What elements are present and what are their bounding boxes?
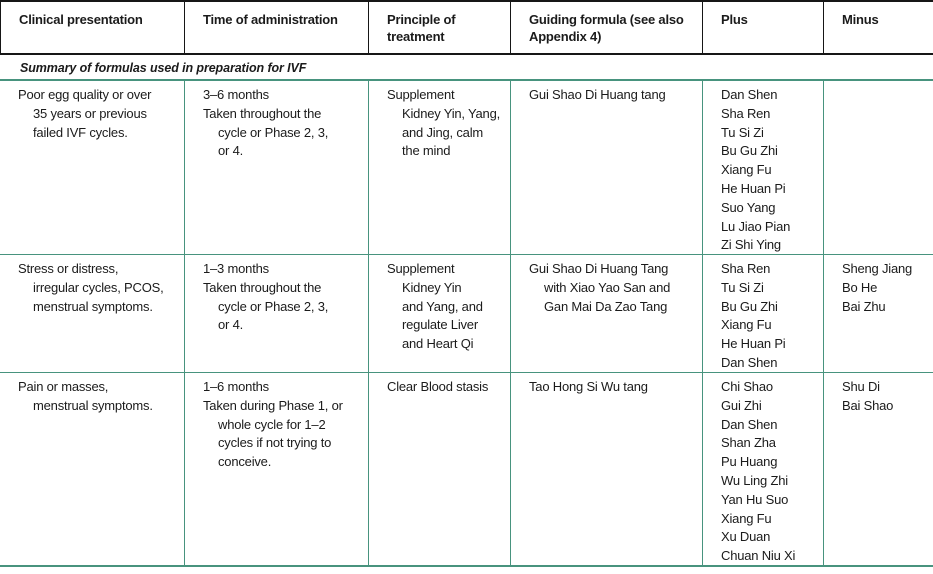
cell-guiding-formula: Gui Shao Di Huang tang xyxy=(510,81,702,254)
cell-clinical-presentation: Pain or masses, menstrual symptoms. xyxy=(18,379,153,413)
table-row: Pain or masses, menstrual symptoms. 1–6 m… xyxy=(0,373,933,567)
header-time-of-administration: Time of administration xyxy=(184,2,368,53)
cell-guiding-formula: Gui Shao Di Huang Tang with Xiao Yao San … xyxy=(510,255,702,372)
cell-plus-herbs: Dan Shen Sha Ren Tu Si Zi Bu Gu Zhi Xiang Fu… xyxy=(702,81,823,254)
cell-time-of-administration: 3–6 months Taken throughout the cycle or P… xyxy=(184,81,368,254)
cell-principle-of-treatment: Supplement Kidney Yin, Yang, and Jing, cal… xyxy=(368,81,510,254)
table-row: Stress or distress, irregular cycles, PCO… xyxy=(0,255,933,373)
header-guiding-formula: Guiding formula (see also Appendix 4) xyxy=(510,2,702,53)
cell-guiding-formula: Tao Hong Si Wu tang xyxy=(510,373,702,565)
cell-minus-herbs xyxy=(823,81,933,254)
cell-time-of-administration: 1–3 months Taken throughout the cycle or P… xyxy=(184,255,368,372)
header-principle-of-treatment: Principle of treatment xyxy=(368,2,510,53)
header-clinical-presentation: Clinical presentation xyxy=(0,2,184,53)
header-plus: Plus xyxy=(702,2,823,53)
cell-clinical-presentation: Poor egg quality or over 35 years or prev… xyxy=(18,87,152,140)
cell-principle-of-treatment: Clear Blood stasis xyxy=(368,373,510,565)
cell-plus-herbs: Sha Ren Tu Si Zi Bu Gu Zhi Xiang Fu He Huan … xyxy=(702,255,823,372)
cell-minus-herbs: Shu Di Bai Shao xyxy=(823,373,933,565)
cell-time-of-administration: 1–6 months Taken during Phase 1, or whole … xyxy=(184,373,368,565)
cell-clinical-presentation: Stress or distress, irregular cycles, PCO… xyxy=(18,261,164,314)
table-header-row: Clinical presentation Time of administra… xyxy=(0,0,933,55)
header-minus: Minus xyxy=(823,2,933,53)
section-title: Summary of formulas used in preparation … xyxy=(0,55,933,81)
cell-principle-of-treatment: Supplement Kidney Yin and Yang, and regulat… xyxy=(368,255,510,372)
cell-plus-herbs: Chi Shao Gui Zhi Dan Shen Shan Zha Pu Huang W… xyxy=(702,373,823,565)
table-row: Poor egg quality or over 35 years or prev… xyxy=(0,81,933,255)
cell-minus-herbs: Sheng Jiang Bo He Bai Zhu xyxy=(823,255,933,372)
